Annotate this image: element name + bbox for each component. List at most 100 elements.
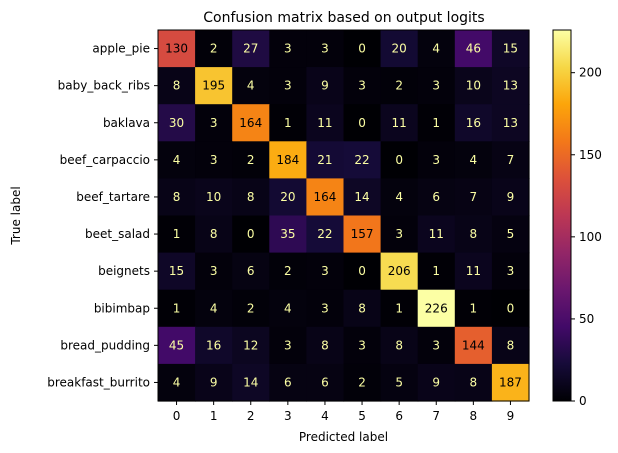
- cell-value: 0: [358, 264, 366, 278]
- heatmap-cell: [158, 252, 196, 291]
- cell-value: 9: [321, 79, 329, 93]
- heatmap-cell: [195, 141, 233, 179]
- x-tick-label: 4: [321, 409, 329, 423]
- cell-value: 3: [321, 42, 329, 56]
- cell-value: 1: [173, 301, 181, 315]
- heatmap-cell: [269, 141, 307, 179]
- cell-value: 3: [284, 338, 292, 352]
- heatmap-cell: [158, 326, 196, 365]
- y-tick-label: bread_pudding: [60, 338, 150, 352]
- colorbar-tick-label: 50: [579, 312, 594, 326]
- heatmap-cell: [195, 363, 233, 402]
- heatmap-cell: [232, 289, 270, 328]
- heatmap-cell: [269, 215, 307, 254]
- heatmap-cell: [380, 252, 419, 291]
- cell-value: 20: [392, 42, 407, 56]
- colorbar-tick-label: 150: [579, 148, 602, 162]
- cell-value: 13: [503, 79, 518, 93]
- heatmap-cell: [491, 104, 530, 142]
- heatmap-cell: [491, 289, 530, 328]
- cell-value: 2: [247, 301, 255, 315]
- cell-value: 6: [432, 190, 440, 204]
- y-tick-label: apple_pie: [92, 42, 150, 56]
- x-tick-label: 1: [210, 409, 218, 423]
- heatmap-cell: [158, 30, 196, 68]
- cell-value: 7: [507, 153, 515, 167]
- cell-value: 11: [466, 264, 481, 278]
- cell-value: 14: [354, 190, 369, 204]
- heatmap-cell: [454, 67, 493, 105]
- heatmap-cell: [232, 326, 270, 365]
- x-axis-label: Predicted label: [299, 430, 388, 444]
- y-axis-label: True label: [9, 186, 23, 245]
- cell-value: 15: [169, 264, 184, 278]
- heatmap-cell: [306, 104, 345, 142]
- cell-value: 1: [432, 264, 440, 278]
- heatmap-cell: [158, 67, 196, 105]
- y-tick-label: beef_tartare: [76, 190, 150, 204]
- heatmap-cell: [232, 30, 270, 68]
- cell-value: 4: [470, 153, 478, 167]
- heatmap-cell: [343, 215, 382, 254]
- cell-value: 3: [432, 153, 440, 167]
- cell-value: 226: [425, 301, 448, 315]
- cell-value: 1: [284, 116, 292, 130]
- y-tick-label: baklava: [103, 116, 150, 130]
- heatmap-cell: [269, 363, 307, 402]
- heatmap-cell: [454, 326, 493, 365]
- heatmap-cell: [454, 363, 493, 402]
- heatmap-cell: [232, 104, 270, 142]
- cell-value: 8: [358, 301, 366, 315]
- cell-value: 3: [507, 264, 515, 278]
- colorbar-tick-label: 0: [579, 394, 587, 408]
- colorbar-tick-label: 100: [579, 230, 602, 244]
- cell-value: 15: [503, 42, 518, 56]
- heatmap-cell: [269, 289, 307, 328]
- cell-value: 9: [507, 190, 515, 204]
- cell-value: 3: [358, 79, 366, 93]
- cell-value: 2: [210, 42, 218, 56]
- heatmap-cell: [158, 141, 196, 179]
- heatmap-cell: [380, 215, 419, 254]
- heatmap-cell: [417, 289, 456, 328]
- cell-value: 3: [284, 42, 292, 56]
- cell-value: 46: [466, 42, 481, 56]
- heatmap-cell: [306, 326, 345, 365]
- plot-frame: [157, 29, 530, 402]
- x-tick-label: 3: [284, 409, 292, 423]
- cell-value: 20: [280, 190, 295, 204]
- heatmap-cell: [232, 141, 270, 179]
- heatmap-cell: [306, 141, 345, 179]
- cell-value: 4: [284, 301, 292, 315]
- cell-value: 3: [321, 301, 329, 315]
- cell-value: 2: [284, 264, 292, 278]
- cell-value: 130: [165, 42, 188, 56]
- cell-value: 3: [321, 264, 329, 278]
- cell-value: 27: [243, 42, 258, 56]
- heatmap-cell: [158, 363, 196, 402]
- cell-value: 4: [173, 375, 181, 389]
- cell-value: 8: [210, 227, 218, 241]
- heatmap-cell: [306, 67, 345, 105]
- cell-value: 8: [470, 227, 478, 241]
- cell-value: 1: [173, 227, 181, 241]
- cell-value: 8: [247, 190, 255, 204]
- cell-value: 164: [313, 190, 336, 204]
- colorbar: 0 50 100 150 200: [552, 29, 602, 408]
- heatmap-cell: [417, 252, 456, 291]
- colorbar-gradient: [552, 29, 572, 402]
- heatmap-cell: [417, 30, 456, 68]
- cell-value: 3: [432, 79, 440, 93]
- heatmap-cell: [380, 30, 419, 68]
- heatmap-cell: [491, 363, 530, 402]
- heatmap-cell: [269, 326, 307, 365]
- heatmap-cell: [195, 215, 233, 254]
- heatmap-cell: [380, 141, 419, 179]
- cell-value: 3: [210, 116, 218, 130]
- cell-value: 8: [470, 375, 478, 389]
- cell-value: 4: [395, 190, 403, 204]
- heatmap-cell: [195, 252, 233, 291]
- cell-value: 8: [395, 338, 403, 352]
- y-tick-label: beef_carpaccio: [60, 153, 150, 167]
